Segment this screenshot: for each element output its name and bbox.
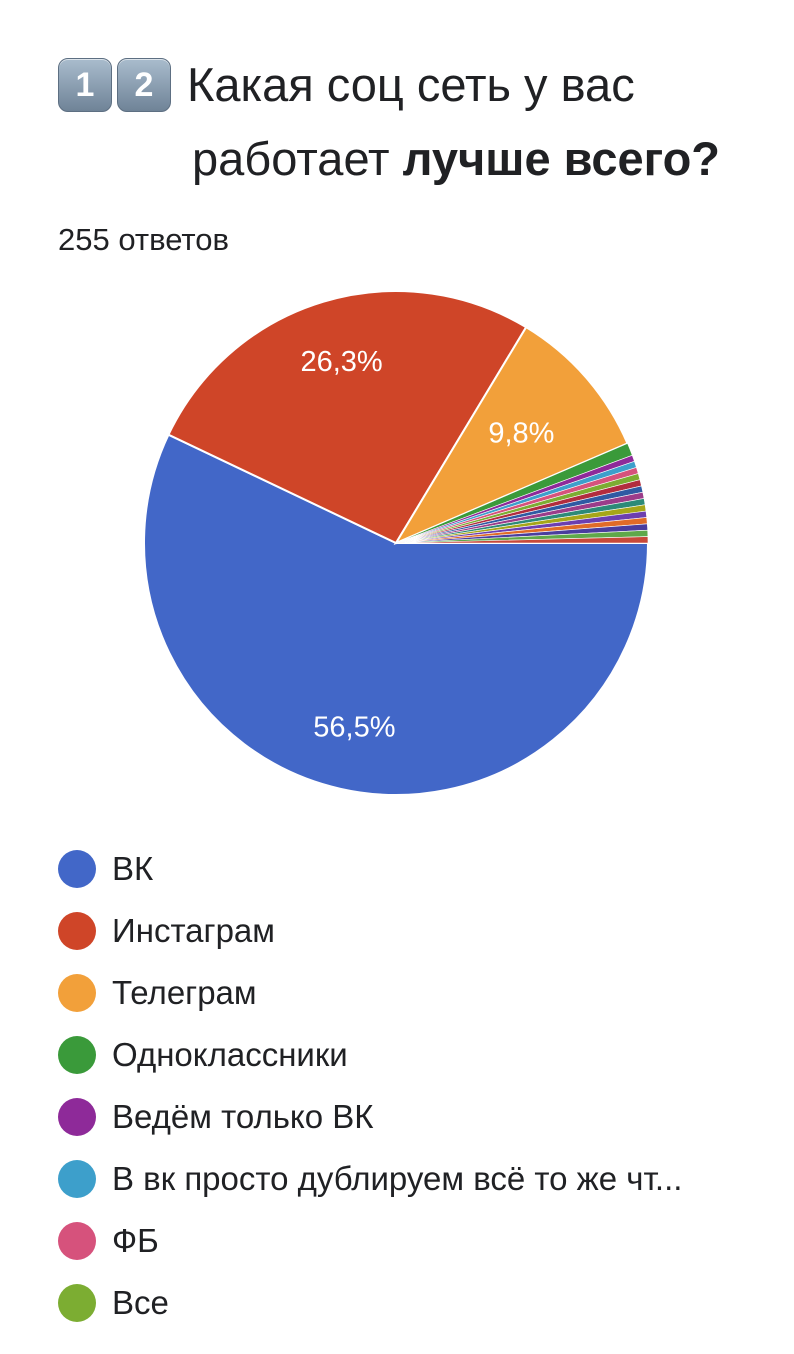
slice-data-label-2: 9,8%: [488, 418, 554, 450]
legend-label: ВК: [112, 850, 154, 887]
title-line-1: Какая соц сеть у вас: [187, 58, 635, 111]
legend-swatch: [58, 1284, 96, 1322]
pie-slice-1: [167, 290, 528, 545]
title-line-2-normal: работает: [192, 132, 403, 185]
title-line-2: работает лучше всего?: [192, 128, 778, 190]
number-badges: 1 2: [58, 58, 171, 112]
legend-swatch: [58, 1098, 96, 1136]
legend-item: ВК: [58, 838, 758, 900]
legend-label: Одноклассники: [112, 1036, 348, 1073]
legend-item: Ведём только ВК: [58, 1086, 758, 1148]
legend-item: ФБ: [58, 1210, 758, 1272]
legend-label: ФБ: [112, 1222, 159, 1259]
legend-item: Все: [58, 1272, 758, 1334]
legend-swatch: [58, 850, 96, 888]
legend-label: Ведём только ВК: [112, 1098, 374, 1135]
legend-label: Инстаграм: [112, 912, 275, 949]
legend-swatch: [58, 912, 96, 950]
legend-swatch: [58, 974, 96, 1012]
pie-chart: 56,5% 26,3% 9,8%: [143, 290, 650, 796]
question-title: 1 2 Какая соц сеть у вас работает лучше …: [58, 54, 778, 190]
legend-swatch: [58, 1222, 96, 1260]
pie-slice-17: [395, 536, 649, 544]
pie-slice-2: [393, 325, 629, 546]
keycap-one-icon: 1: [58, 58, 112, 112]
legend-swatch: [58, 1160, 96, 1198]
pie-slice-0: [143, 433, 650, 796]
response-count: 255 ответов: [58, 222, 229, 257]
legend-item: В вк просто дублируем всё то же чт...: [58, 1148, 758, 1210]
legend-label: В вк просто дублируем всё то же чт...: [112, 1160, 683, 1197]
slice-data-label-0: 56,5%: [313, 711, 395, 743]
title-line-2-bold: лучше всего?: [402, 132, 721, 185]
legend-item: Инстаграм: [58, 900, 758, 962]
legend-label: Телеграм: [112, 974, 257, 1011]
legend-item: Телеграм: [58, 962, 758, 1024]
slice-data-label-1: 26,3%: [300, 346, 382, 378]
legend-item: Одноклассники: [58, 1024, 758, 1086]
legend-swatch: [58, 1036, 96, 1074]
keycap-two-icon: 2: [117, 58, 171, 112]
chart-legend: ВК Инстаграм Телеграм Одноклассники Ведём то…: [58, 838, 758, 1334]
legend-label: Все: [112, 1284, 169, 1321]
